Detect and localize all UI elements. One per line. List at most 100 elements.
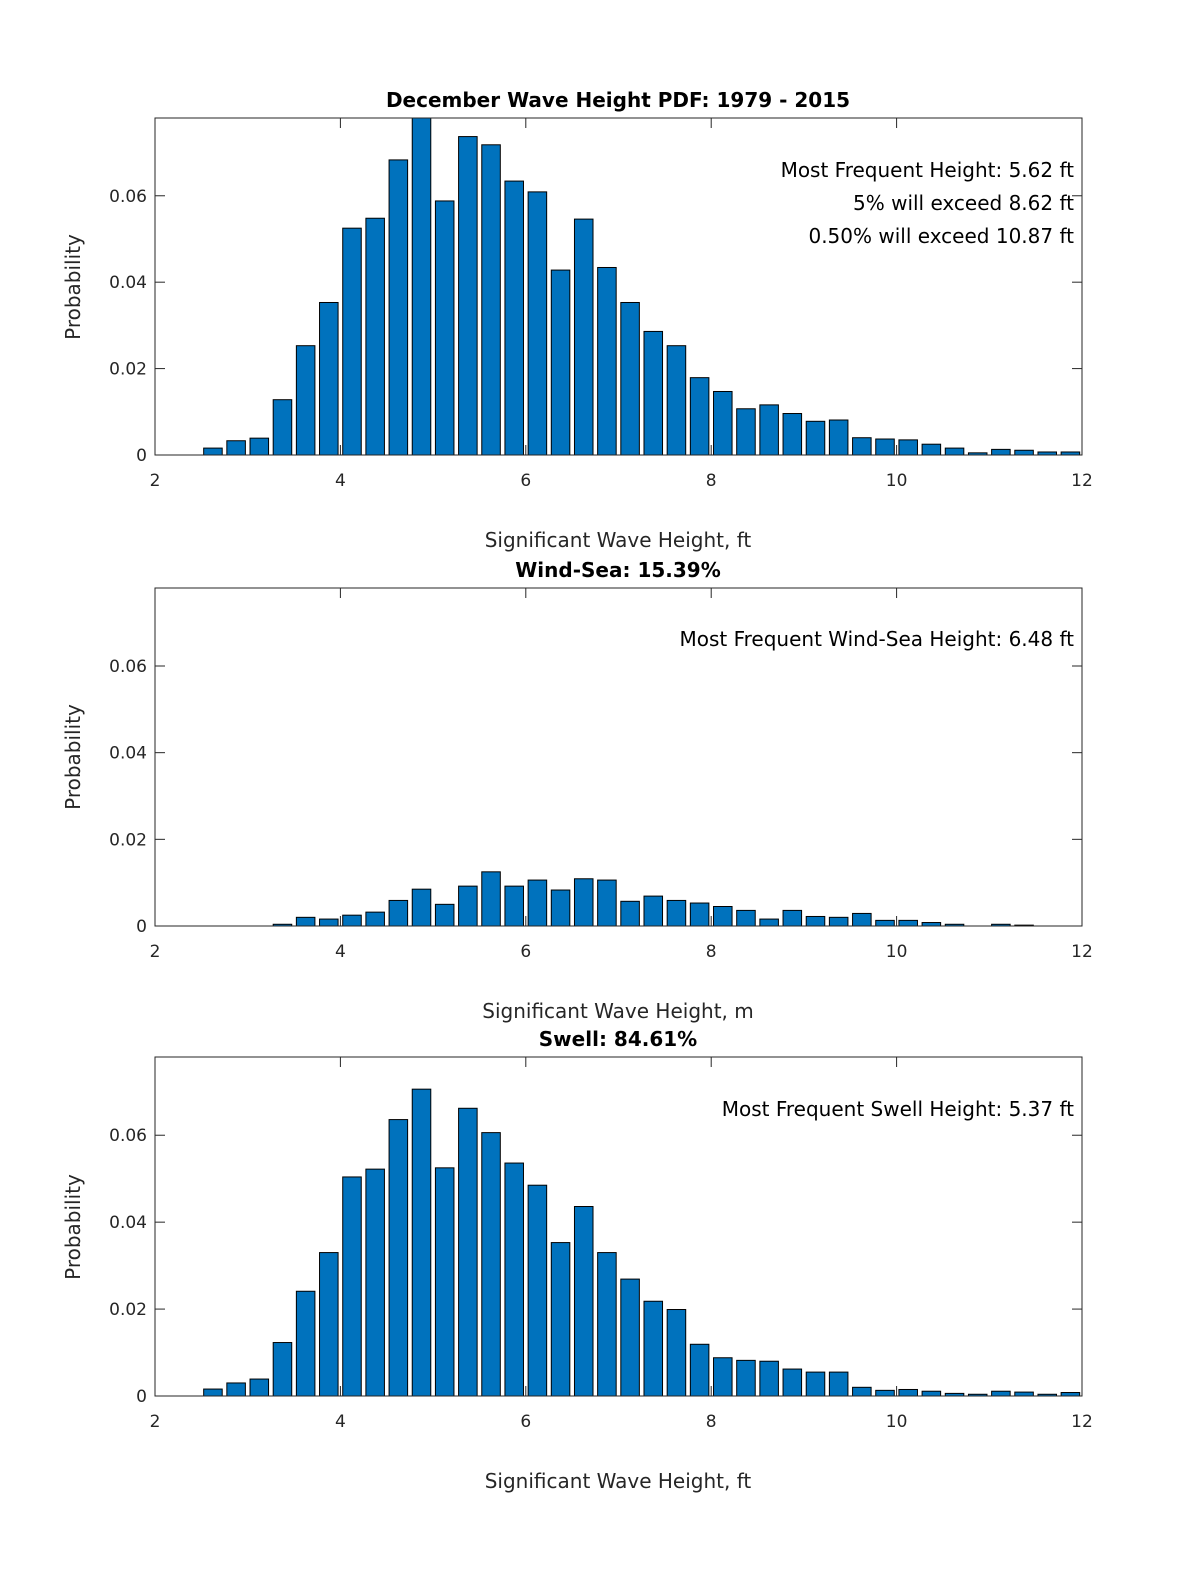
bar-total [944,447,965,456]
bar-swell [852,1386,872,1397]
bar-total [319,301,339,456]
plot-area-total: 2 4 6 8 10 12 0 0.02 0.04 0.06 [109,117,1093,491]
bar-swell [295,1290,316,1397]
bar-total [921,443,942,456]
bar-swell [898,1388,918,1397]
bar-total [365,217,385,456]
x-tick-label-wind-sea: 4 [335,942,346,962]
plot-area-swell: 2 4 6 8 10 12 0 0.02 0.04 0.06 [109,1056,1093,1432]
x-tick-label-swell: 12 [1071,1412,1093,1432]
bar-total [643,330,664,456]
bar-total [875,438,895,456]
bar-total [388,159,409,456]
bar-swell [875,1389,895,1397]
x-tick-label-total: 6 [520,471,531,491]
bar-swell [249,1378,270,1397]
x-axis-label-swell: Significant Wave Height, ft [485,1469,752,1493]
bar-total [550,269,571,456]
bar-wind-sea [527,879,548,927]
y-tick-label-wind-sea: 0.04 [109,744,147,764]
x-tick-label-swell: 8 [706,1412,717,1432]
bar-total [759,404,779,456]
panel-swell: Swell: 84.61% Most Frequent Swell Height… [61,1027,1074,1493]
bar-swell [365,1168,385,1397]
bar-total [342,227,362,456]
bar-wind-sea [620,900,640,927]
bar-wind-sea [898,919,918,927]
x-tick-label-total: 8 [706,471,717,491]
bar-total [411,117,432,456]
bar-swell [342,1176,362,1397]
chart-title-total: December Wave Height PDF: 1979 - 2015 [386,88,850,112]
bar-wind-sea [643,895,664,927]
bar-wind-sea [736,909,756,927]
bar-swell [203,1388,223,1397]
bar-total [852,437,872,456]
y-tick-label-total: 0.06 [109,187,147,207]
bar-total [736,408,756,456]
bar-total [272,399,293,456]
panel-wind-sea: Wind-Sea: 15.39% Most Frequent Wind-Sea … [61,558,1074,1023]
bar-swell [388,1119,409,1397]
bar-swell [272,1342,293,1397]
x-axis-label-total: Significant Wave Height, ft [485,528,752,552]
bar-wind-sea [295,916,316,927]
bar-swell [666,1309,687,1397]
bar-wind-sea [597,879,617,927]
chart-title-wind-sea: Wind-Sea: 15.39% [515,558,721,582]
bar-total [527,191,548,456]
annotation-0-5pct-exceed: 0.50% will exceed 10.87 ft [808,224,1074,248]
bar-total [991,448,1011,456]
bar-wind-sea [666,899,687,927]
bar-swell [550,1242,571,1397]
bar-wind-sea [411,888,432,927]
bar-total [828,419,849,456]
bar-total [226,440,246,456]
bar-swell [828,1371,849,1397]
bar-wind-sea [573,878,594,927]
bar-wind-sea [828,916,849,927]
bar-swell [1060,1392,1081,1397]
bar-wind-sea [388,899,409,927]
bar-wind-sea [921,922,942,927]
axes-frame-wind-sea [154,587,1083,927]
x-tick-label-swell: 6 [520,1412,531,1432]
bar-swell [689,1343,710,1397]
bar-swell [458,1107,478,1397]
bar-swell [504,1162,524,1397]
x-tick-label-wind-sea: 8 [706,942,717,962]
bar-swell [736,1359,756,1397]
x-tick-label-swell: 4 [335,1412,346,1432]
bar-total [249,437,270,456]
bar-swell [527,1184,548,1397]
x-tick-label-wind-sea: 6 [520,942,531,962]
y-tick-label-swell: 0.04 [109,1213,147,1233]
x-tick-label-wind-sea: 2 [150,942,161,962]
x-tick-label-wind-sea: 12 [1071,942,1093,962]
bar-wind-sea [481,871,501,927]
bar-total [295,345,316,456]
x-tick-label-swell: 2 [150,1412,161,1432]
bar-swell [620,1278,640,1397]
x-tick-label-total: 12 [1071,471,1093,491]
bar-total [805,420,826,456]
annotation-most-frequent-swell: Most Frequent Swell Height: 5.37 ft [722,1097,1074,1121]
bar-wind-sea [713,906,733,927]
annotation-most-frequent-wind-sea: Most Frequent Wind-Sea Height: 6.48 ft [679,627,1074,651]
annotation-5pct-exceed: 5% will exceed 8.62 ft [853,191,1074,215]
bar-swell [319,1252,339,1397]
bar-wind-sea [875,919,895,927]
plot-area-wind-sea: 2 4 6 8 10 12 0 0.02 0.04 0.06 [109,587,1093,962]
x-tick-label-total: 10 [886,471,908,491]
x-axis-label-wind-sea: Significant Wave Height, m [482,999,753,1023]
annotation-most-frequent-height: Most Frequent Height: 5.62 ft [781,158,1075,182]
x-tick-label-wind-sea: 10 [886,942,908,962]
bar-swell [805,1371,826,1397]
bar-total [782,413,803,456]
bar-wind-sea [689,902,710,927]
bar-swell [597,1252,617,1397]
bar-swell [921,1390,942,1397]
bar-swell [759,1360,779,1397]
bar-wind-sea [434,903,455,927]
bar-swell [226,1382,246,1397]
